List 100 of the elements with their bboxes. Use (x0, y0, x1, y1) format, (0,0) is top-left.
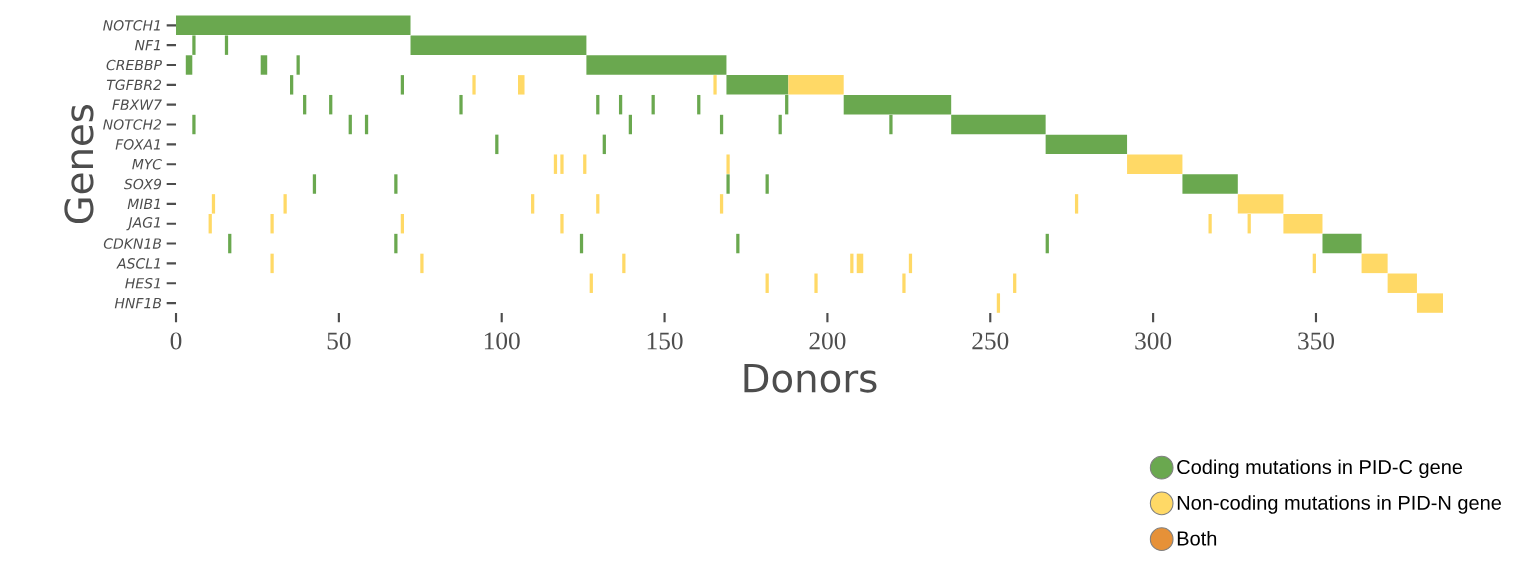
bar (697, 94, 701, 115)
bar (589, 273, 593, 293)
bar (1322, 233, 1362, 254)
x-tick-label: 100 (484, 332, 520, 350)
bar (908, 253, 913, 274)
bar (765, 273, 769, 293)
bar (329, 94, 333, 115)
bar (719, 194, 724, 214)
bar (1074, 194, 1079, 214)
bar (400, 213, 405, 234)
y-tick-label: FOXA1 (115, 139, 160, 150)
bar (420, 253, 424, 274)
y-tick-label: ASCL1 (116, 258, 160, 269)
bar (394, 174, 398, 194)
bar (765, 174, 769, 194)
bar (518, 75, 525, 95)
y-tick-label: MYC (132, 158, 162, 170)
bar (312, 174, 317, 194)
y-tick-label: NOTCH1 (103, 20, 160, 31)
bar (726, 174, 730, 194)
bar (850, 253, 854, 274)
bar (628, 114, 632, 135)
bar (1045, 233, 1049, 254)
bar (618, 94, 623, 115)
bar (531, 194, 535, 214)
bar (1013, 273, 1017, 293)
y-axis-title: Genes (64, 105, 94, 224)
x-tick-label: 150 (647, 332, 683, 350)
bar (400, 75, 405, 95)
legend-label: Coding mutations in PID-C gene (1177, 459, 1463, 479)
bar (778, 114, 782, 135)
x-tick-label: 350 (1298, 332, 1334, 350)
y-tick-label: HES1 (125, 277, 160, 289)
bar (596, 194, 600, 214)
legend-label: Both (1177, 530, 1217, 546)
bar (996, 293, 1001, 313)
bar (1283, 213, 1323, 234)
y-tick-label: JAG1 (126, 217, 160, 231)
bar (583, 154, 587, 174)
y-tick-label: MIB1 (127, 198, 160, 209)
bar (260, 55, 268, 75)
y-tick-label: TGFBR2 (106, 79, 162, 91)
y-tick-label: NF1 (134, 40, 160, 51)
x-tick-label: 300 (1135, 332, 1172, 350)
bar (283, 194, 287, 214)
y-tick-label: NOTCH2 (103, 119, 162, 130)
legend-label: Non-coding mutations in PID-N gene (1177, 495, 1501, 514)
bar (394, 233, 398, 254)
bar (622, 253, 626, 274)
bar (290, 75, 294, 95)
x-tick-label: 50 (327, 332, 351, 350)
bar (185, 55, 193, 75)
bar (651, 94, 655, 115)
bar (228, 233, 232, 254)
bar (1361, 253, 1388, 274)
bar (270, 253, 274, 274)
y-tick-label: FBXW7 (112, 99, 162, 110)
bar (596, 94, 600, 115)
bar (726, 154, 730, 174)
x-axis-title: Donors (744, 363, 877, 393)
y-tick-label: HNF1B (114, 297, 162, 309)
bar (348, 114, 352, 135)
bar (560, 213, 564, 234)
x-tick-label: 200 (809, 332, 846, 350)
bar (303, 94, 307, 115)
bar (208, 213, 212, 234)
bar (951, 114, 1046, 135)
y-tick-label: CDKN1B (103, 238, 162, 249)
bar (1312, 253, 1316, 274)
x-tick-label: 250 (972, 332, 1009, 350)
bar (1045, 134, 1128, 155)
bar (459, 94, 463, 115)
bar (553, 154, 558, 174)
bar (364, 114, 369, 135)
bar (736, 233, 740, 254)
bar (719, 114, 724, 135)
bar (1182, 174, 1238, 194)
bar (211, 194, 216, 214)
bar (1208, 213, 1212, 234)
bar (586, 55, 727, 75)
y-tick-label: CREBBP (106, 59, 162, 71)
bar (270, 213, 274, 234)
bar (788, 75, 844, 95)
bar (495, 134, 499, 155)
bar (1416, 293, 1443, 313)
bar (713, 75, 717, 95)
bar (1127, 154, 1183, 174)
bar (579, 233, 584, 254)
bar (856, 253, 864, 274)
bar (560, 154, 564, 174)
bar (602, 134, 606, 155)
x-tick-label: 0 (170, 332, 182, 350)
bar (902, 273, 906, 293)
bar (192, 114, 196, 135)
bar (814, 273, 818, 293)
bar (1387, 273, 1417, 293)
bar (296, 55, 300, 75)
y-tick-label: SOX9 (124, 178, 162, 190)
bar (472, 75, 476, 95)
bar (410, 35, 587, 55)
